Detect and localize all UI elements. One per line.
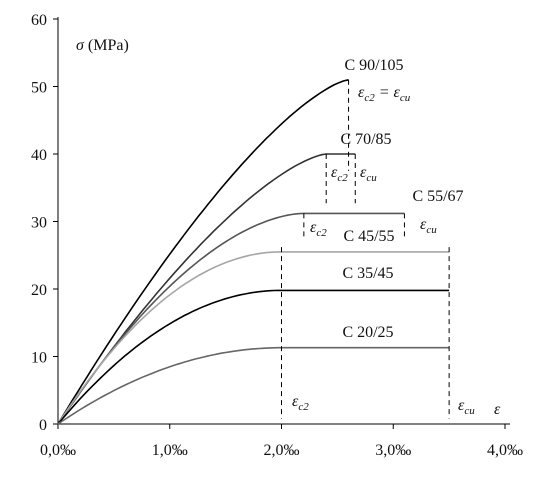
curve-c-35-45 (57, 289, 450, 425)
series-label: C 70/85 (340, 131, 391, 148)
curve-c-70-85 (57, 153, 356, 425)
annotation-ec2-base: εc2 (292, 393, 309, 413)
y-tick-label: 10 (31, 350, 47, 367)
annotation-ecu-c70: εcu (360, 164, 377, 184)
curves (57, 79, 450, 425)
annotation-ecu-c55: εcu (420, 216, 437, 236)
x-tick-label: 4,0‰ (487, 442, 523, 459)
series-label: C 20/25 (342, 324, 393, 341)
y-tick-label: 30 (31, 215, 47, 232)
y-tick-label: 0 (39, 417, 47, 434)
y-tick-label: 20 (31, 282, 47, 299)
x-tick-label: 3,0‰ (375, 442, 411, 459)
series-label: C 90/105 (344, 57, 403, 74)
series-label: C 35/45 (342, 265, 393, 282)
labels: σ (MPa) ε C 90/105 C 70/85 C 55/67 C 45/55 C 3… (76, 37, 501, 418)
curve-c-45-55 (57, 251, 450, 425)
x-axis-label: ε (494, 401, 501, 418)
y-axis-label: σ (MPa) (76, 37, 129, 54)
annotation-ec2-c70: εc2 (331, 164, 348, 184)
annotation-ec2-eq-ecu: εc2 = εcu (358, 84, 411, 104)
annotation-ecu-base: εcu (458, 397, 475, 417)
y-tick-label: 50 (31, 80, 47, 97)
y-tick-label: 40 (31, 147, 47, 164)
series-label: C 55/67 (412, 188, 463, 205)
curve-c-20-25 (57, 346, 450, 425)
annotation-ec2-c55: εc2 (310, 219, 327, 239)
axes: 0 10 20 30 40 50 60 0,0‰ 1,0‰ 2,0‰ 3,0‰ 4,0‰ (31, 12, 523, 459)
x-tick-label: 2,0‰ (264, 442, 300, 459)
curve-c-90-105 (57, 79, 349, 425)
x-tick-label: 1,0‰ (152, 442, 188, 459)
x-tick-label: 0,0‰ (40, 442, 76, 459)
y-tick-label: 60 (31, 12, 47, 29)
series-label: C 45/55 (343, 228, 394, 245)
